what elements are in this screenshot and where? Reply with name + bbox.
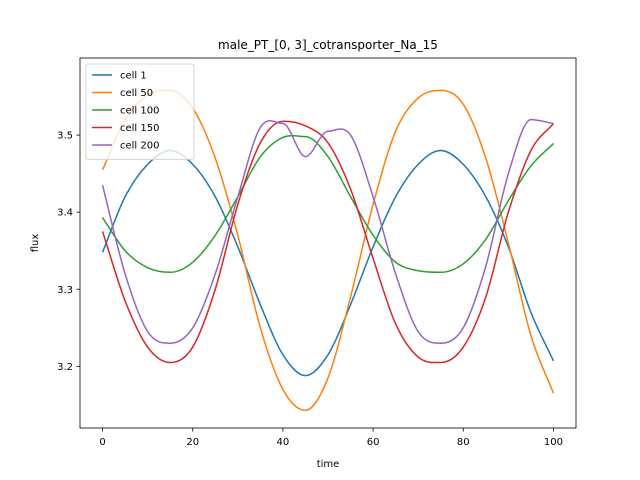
x-tick-label: 40	[277, 437, 290, 448]
y-tick-label: 3.3	[57, 285, 73, 296]
legend-box	[85, 63, 195, 160]
x-tick-label: 60	[367, 437, 380, 448]
y-tick-label: 3.2	[57, 362, 73, 373]
y-axis-label: flux	[30, 234, 41, 253]
legend-label: cell 100	[120, 106, 159, 117]
series-line-cell-200	[101, 118, 554, 344]
x-axis-label: time	[317, 459, 340, 470]
legend-label: cell 50	[120, 88, 153, 99]
y-axis: 3.2 3.3 3.4 3.5	[57, 131, 80, 373]
series-line-cell-100	[101, 134, 554, 274]
x-axis: 0 20 40 60 80 100	[99, 428, 563, 448]
legend-label: cell 200	[120, 141, 159, 152]
legend-label: cell 150	[120, 123, 159, 134]
series-line-cell-150	[101, 120, 555, 364]
legend: cell 1 cell 50 cell 100 cell 150 cell 200	[85, 63, 195, 160]
x-tick-label: 20	[186, 437, 199, 448]
y-tick-label: 3.5	[57, 131, 73, 142]
chart-title: male_PT_[0, 3]_cotransporter_Na_15	[218, 38, 438, 52]
x-tick-label: 0	[99, 437, 105, 448]
y-tick-label: 3.4	[57, 208, 73, 219]
x-tick-label: 100	[544, 437, 563, 448]
axes-frame	[79, 57, 577, 429]
x-tick-label: 80	[457, 437, 470, 448]
legend-label: cell 1	[120, 71, 147, 82]
